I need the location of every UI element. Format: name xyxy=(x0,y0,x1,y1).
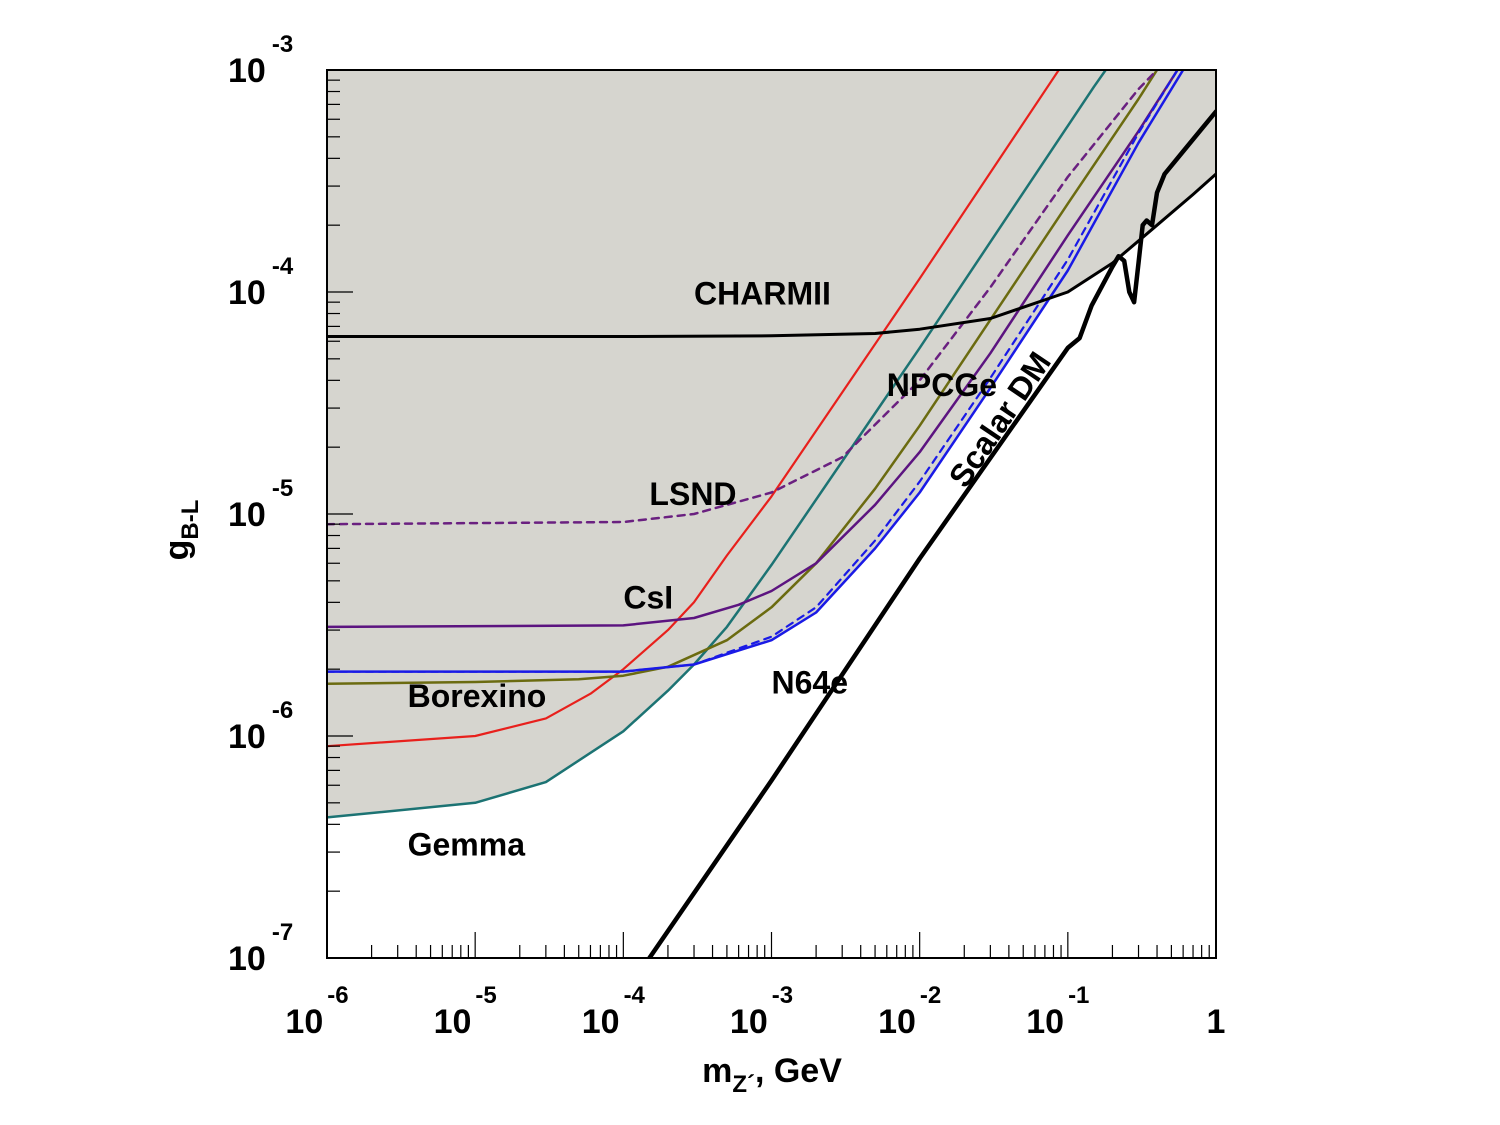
curves-group xyxy=(327,70,1216,958)
x-tick-label: 10-5 xyxy=(434,982,497,1041)
y-tick-label: 10-3 xyxy=(228,31,293,90)
series-n64e-dashed xyxy=(327,70,1179,673)
y-tick-label: 10-6 xyxy=(228,697,293,756)
x-axis-title: mZ´, GeV xyxy=(702,1052,842,1098)
label-npcge: NPCGe xyxy=(887,367,997,403)
label-gemma: Gemma xyxy=(408,826,526,862)
x-tick-label: 10-1 xyxy=(1026,982,1089,1041)
series-scalar-dm xyxy=(647,109,1216,958)
x-tick-label: 10-2 xyxy=(878,982,941,1041)
label-n64e: N64e xyxy=(772,665,849,701)
x-tick-label: 10-4 xyxy=(582,982,646,1041)
label-lsnd: LSND xyxy=(649,476,736,512)
y-axis-title: gB-L xyxy=(158,500,204,561)
ticks-group xyxy=(326,69,1217,959)
tick-labels-group: 10-610-510-410-310-210-1110-710-610-510-… xyxy=(228,31,1225,1041)
series-npcge xyxy=(327,70,1061,748)
x-tick-label: 1 xyxy=(1207,1003,1226,1041)
series-gemma xyxy=(327,70,1107,819)
label-borexino: Borexino xyxy=(408,678,547,714)
series-lsnd xyxy=(327,70,1159,526)
y-tick-label: 10-7 xyxy=(228,919,293,978)
series-csi xyxy=(327,70,1179,629)
excluded-region xyxy=(327,70,1216,818)
y-tick-label: 10-4 xyxy=(228,253,294,312)
series-charmii xyxy=(327,172,1216,338)
x-tick-label: 10-3 xyxy=(730,982,793,1041)
y-tick-label: 10-5 xyxy=(228,475,293,534)
series-borexino xyxy=(327,70,1159,685)
x-tick-label: 10-6 xyxy=(285,982,348,1041)
label-csi: CsI xyxy=(623,580,673,616)
label-charmii: CHARMII xyxy=(694,275,831,311)
